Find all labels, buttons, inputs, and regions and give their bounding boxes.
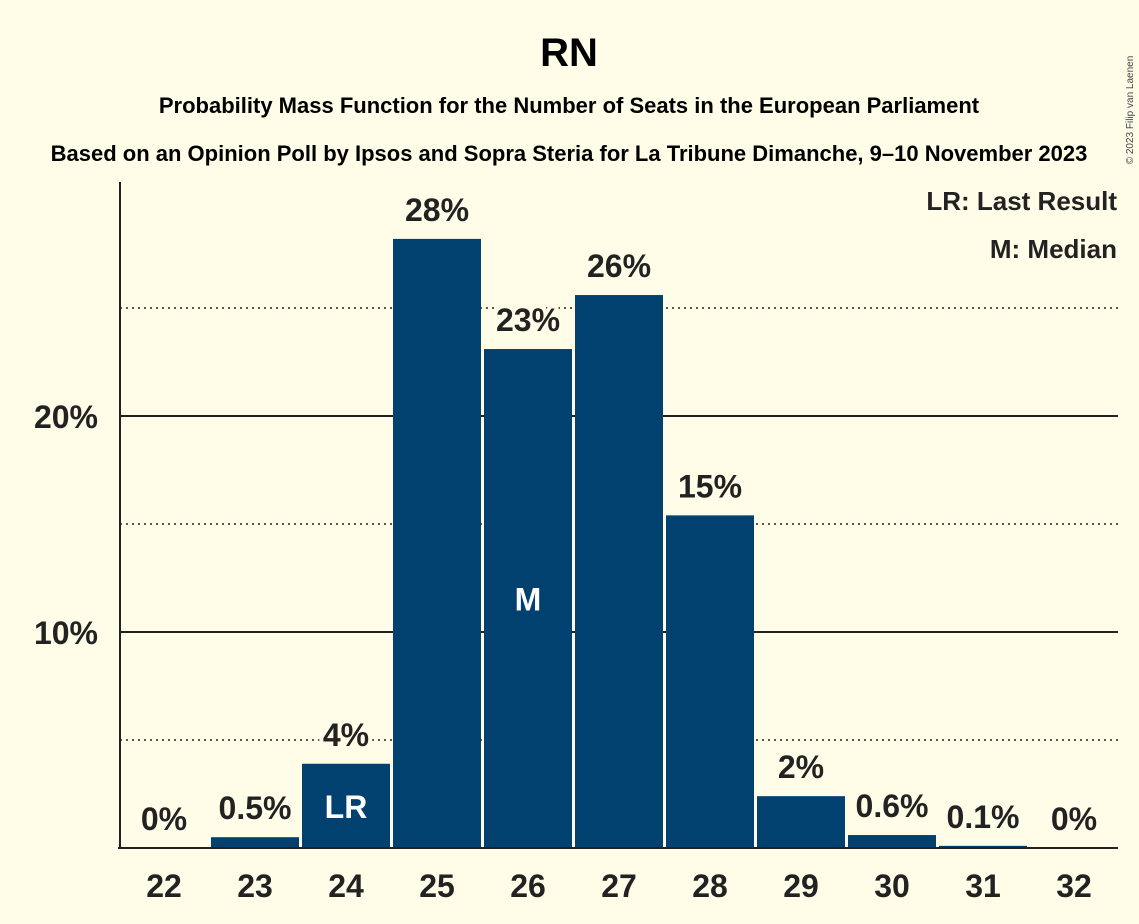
x-tick-label: 30 [874,868,910,904]
last-result-marker: LR [325,789,368,825]
data-label: 2% [778,749,824,785]
bar [484,349,572,848]
data-label: 0.1% [947,799,1020,835]
data-label: 0.6% [856,788,929,824]
bars-group [211,238,1027,848]
data-label: 0% [1051,801,1097,837]
data-label: 28% [405,192,469,228]
data-label: 26% [587,248,651,284]
copyright-notice: © 2023 Filip van Laenen [1125,56,1136,165]
x-tick-label: 32 [1056,868,1092,904]
chart-title: RN [540,31,598,75]
legend-last-result: LR: Last Result [926,186,1117,216]
x-tick-label: 22 [146,868,182,904]
bar [848,835,936,848]
bar [666,515,754,848]
chart-source-line: Based on an Opinion Poll by Ipsos and So… [51,141,1088,166]
x-tick-label: 31 [965,868,1001,904]
median-marker: M [515,582,542,618]
x-tick-label: 24 [328,868,364,904]
x-tick-label: 25 [419,868,455,904]
bar [575,295,663,848]
data-label: 0.5% [219,790,292,826]
legend-median: M: Median [990,234,1117,264]
bar [211,837,299,848]
x-tick-label: 27 [601,868,637,904]
y-tick-label: 10% [34,615,98,651]
x-tick-label: 26 [510,868,546,904]
y-tick-labels: 10% 20% [34,399,98,651]
x-tick-labels: 22 23 24 25 26 27 28 29 30 31 32 [146,868,1092,904]
data-labels-group: 0% 0.5% 4% LR 28% 23% M 26% 15% 2% 0.6% 0.1% 0% [137,188,1101,841]
bar [939,845,1027,848]
chart-subtitle: Probability Mass Function for the Number… [159,93,980,118]
bar [393,238,481,848]
data-label: 23% [496,302,560,338]
x-tick-label: 23 [237,868,273,904]
data-label: 15% [678,468,742,504]
bar [302,763,390,848]
x-tick-label: 29 [783,868,819,904]
data-label: 4% [323,717,369,753]
x-tick-label: 28 [692,868,728,904]
y-tick-label: 20% [34,399,98,435]
data-label: 0% [141,801,187,837]
bar [757,796,845,848]
